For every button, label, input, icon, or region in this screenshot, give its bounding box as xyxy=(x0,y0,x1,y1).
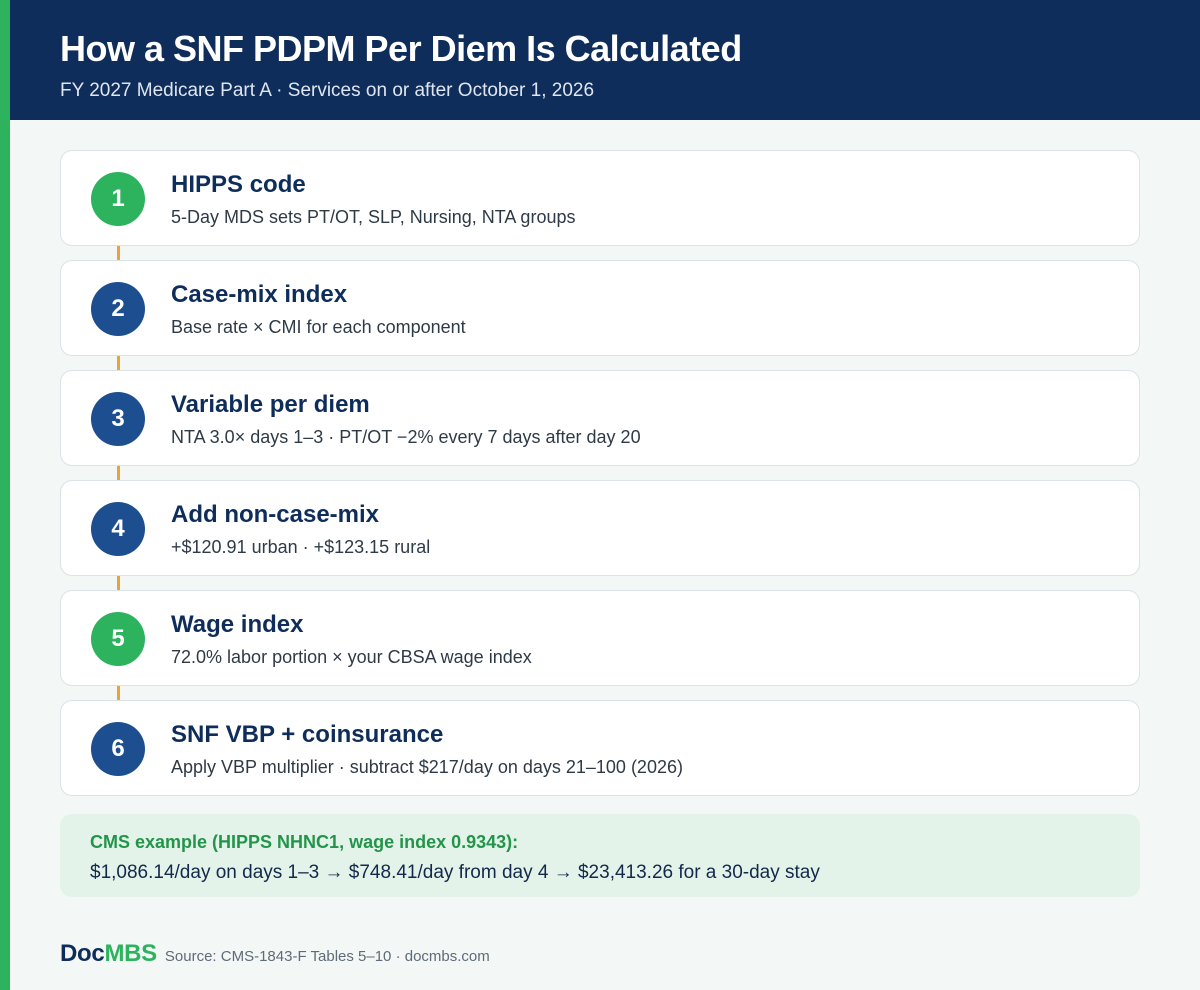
step-description: +$120.91 urban · +$123.15 rural xyxy=(171,537,431,557)
page-title: How a SNF PDPM Per Diem Is Calculated xyxy=(60,28,742,69)
step-title: Add non-case-mix xyxy=(171,501,380,528)
step-title: HIPPS code xyxy=(171,171,306,198)
step-connector xyxy=(117,466,120,484)
docmbs-logo: DocMBS xyxy=(60,940,157,968)
step-card-5: 5 Wage index 72.0% labor portion × your … xyxy=(60,590,1140,686)
step-card-2: 2 Case-mix index Base rate × CMI for eac… xyxy=(60,260,1140,356)
step-connector xyxy=(117,246,120,264)
step-number-badge: 6 xyxy=(91,722,145,776)
step-connector xyxy=(117,686,120,704)
step-number-badge: 5 xyxy=(91,612,145,666)
step-title: Case-mix index xyxy=(171,281,348,308)
cms-example-box: CMS example (HIPPS NHNC1, wage index 0.9… xyxy=(60,814,1140,897)
step-description: Apply VBP multiplier · subtract $217/day… xyxy=(171,757,683,777)
step-number-badge: 2 xyxy=(91,282,145,336)
step-number-badge: 4 xyxy=(91,502,145,556)
step-title: Wage index xyxy=(171,611,304,638)
step-title: SNF VBP + coinsurance xyxy=(171,721,444,748)
step-title: Variable per diem xyxy=(171,391,370,418)
left-accent-bar xyxy=(0,0,10,990)
logo-doc-text: Doc xyxy=(60,940,105,967)
step-card-6: 6 SNF VBP + coinsurance Apply VBP multip… xyxy=(60,700,1140,796)
step-connector xyxy=(117,356,120,374)
logo-mbs-text: MBS xyxy=(104,940,157,967)
step-description: NTA 3.0× days 1–3 · PT/OT −2% every 7 da… xyxy=(171,427,641,447)
source-note: Source: CMS-1843-F Tables 5–10 · docmbs.… xyxy=(164,948,490,965)
step-description: 5-Day MDS sets PT/OT, SLP, Nursing, NTA … xyxy=(171,207,576,227)
step-description: 72.0% labor portion × your CBSA wage ind… xyxy=(171,647,532,667)
step-number-badge: 1 xyxy=(91,172,145,226)
example-title: CMS example (HIPPS NHNC1, wage index 0.9… xyxy=(90,832,519,852)
example-body: $1,086.14/day on days 1–3 → $748.41/day … xyxy=(90,862,820,883)
step-number-badge: 3 xyxy=(91,392,145,446)
step-card-3: 3 Variable per diem NTA 3.0× days 1–3 · … xyxy=(60,370,1140,466)
step-description: Base rate × CMI for each component xyxy=(171,317,466,337)
step-card-1: 1 HIPPS code 5-Day MDS sets PT/OT, SLP, … xyxy=(60,150,1140,246)
step-card-4: 4 Add non-case-mix +$120.91 urban · +$12… xyxy=(60,480,1140,576)
header-banner: How a SNF PDPM Per Diem Is Calculated FY… xyxy=(10,0,1200,120)
step-connector xyxy=(117,576,120,594)
page-subtitle: FY 2027 Medicare Part A · Services on or… xyxy=(60,80,595,101)
footer: DocMBS Source: CMS-1843-F Tables 5–10 · … xyxy=(60,940,490,970)
